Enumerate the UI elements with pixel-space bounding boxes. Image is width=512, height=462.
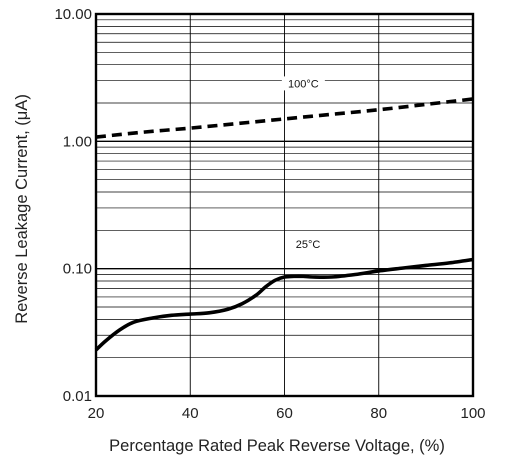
x-tick-label: 100 xyxy=(460,405,485,422)
y-tick-label: 1.00 xyxy=(63,133,92,150)
annotations: 100°C 25°C xyxy=(281,76,327,251)
series-label: 100°C xyxy=(288,78,319,90)
series-line xyxy=(94,257,474,352)
annotation-bg xyxy=(289,236,327,251)
x-tick-label: 60 xyxy=(276,405,293,422)
x-tick-label: 20 xyxy=(88,405,105,422)
annotation-bg xyxy=(281,76,325,91)
x-tick-label: 40 xyxy=(182,405,199,422)
y-axis-title: Reverse Leakage Current, (μA) xyxy=(13,94,31,324)
series-label: 25°C xyxy=(296,239,321,251)
tick-labels: 20 40 60 80 100 0.01 0.10 1.00 10.00 xyxy=(54,6,485,422)
y-tick-label: 0.10 xyxy=(63,261,92,278)
y-tick-label: 10.00 xyxy=(54,6,92,23)
x-tick-label: 80 xyxy=(370,405,387,422)
plot-frame xyxy=(94,12,475,398)
series-layer xyxy=(94,97,474,352)
grid xyxy=(95,14,474,397)
y-tick-label: 0.01 xyxy=(63,388,92,405)
x-axis-title: Percentage Rated Peak Reverse Voltage, (… xyxy=(109,437,445,455)
